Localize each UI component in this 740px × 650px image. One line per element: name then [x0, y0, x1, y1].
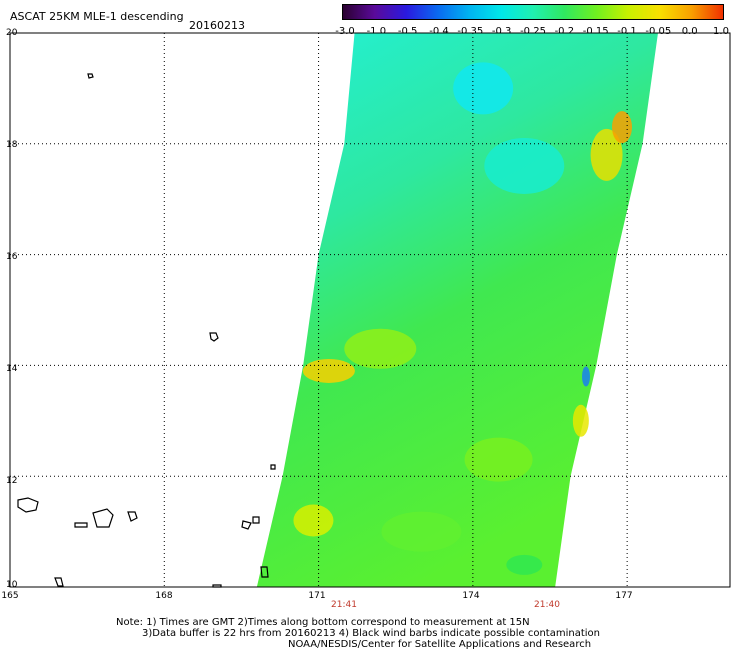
legend-tick-label: -3.0 [335, 26, 355, 37]
island-coastline [241, 520, 252, 530]
swath-color-patch [344, 328, 417, 369]
legend-tick-label: -0.3 [491, 26, 512, 37]
legend-tick-label: -0.4 [429, 26, 449, 37]
island-coastline [87, 73, 94, 79]
legend-tick-label: -1.0 [366, 26, 387, 37]
legend-tick-label: -0.1 [617, 26, 637, 37]
island-coastline [260, 566, 269, 578]
time-label-1: 21:41 [331, 600, 357, 610]
island-coastline [74, 522, 88, 528]
island-coastline [54, 577, 64, 587]
legend-tick-label: -0.5 [397, 26, 418, 37]
lat-label-10: 10 [6, 580, 18, 590]
legend-tick-label: -0.35 [457, 26, 484, 37]
swath-color-patch [612, 111, 632, 144]
lon-label-168: 168 [155, 591, 173, 601]
island-coastline [270, 464, 276, 470]
island-coastline [252, 516, 260, 524]
lon-label-165: 165 [1, 591, 19, 601]
legend-tick-label: 0.0 [681, 26, 698, 37]
swath-color-patch [484, 137, 565, 194]
color-legend-bar [342, 4, 724, 20]
swath-color-patch [464, 437, 533, 482]
lat-label-18: 18 [6, 140, 18, 150]
note-line-2: 3)Data buffer is 22 hrs from 20160213 4)… [142, 628, 600, 639]
swath-area [256, 33, 658, 587]
swath-color-patch [590, 128, 623, 181]
island-coastline [209, 332, 219, 342]
swath-color-patch [506, 554, 543, 575]
plot-frame [9, 32, 731, 588]
lon-label-174: 174 [462, 591, 480, 601]
island-coastline [17, 497, 39, 513]
legend-tick-label: 1.0 [713, 26, 729, 37]
swath-color-patch [293, 504, 334, 537]
island-coastline [92, 508, 114, 528]
lon-label-171: 171 [308, 591, 326, 601]
swath-color-patch [302, 358, 355, 383]
island-coastline [127, 511, 138, 522]
date-label: 20160213 [189, 19, 245, 32]
lat-label-12: 12 [6, 476, 18, 486]
swath-color-patch [381, 511, 462, 552]
swath-color-patch [453, 62, 514, 115]
legend-tick-label: -0.15 [582, 26, 609, 37]
legend-tick-label: -0.25 [520, 26, 546, 37]
note-line-3: NOAA/NESDIS/Center for Satellite Applica… [288, 639, 592, 650]
swath-color-patch [572, 404, 589, 437]
color-legend-labels: -3.0 -1.0 -0.5 -0.4 -0.35 -0.3 -0.25 -0.2 -0.15-… [335, 26, 729, 38]
page-title: ASCAT 25KM MLE-1 descending [10, 10, 184, 23]
legend-tick-label: -0.05 [645, 26, 672, 37]
lon-label-177: 177 [615, 591, 633, 601]
note-line-1: Note: 1) Times are GMT 2)Times along bot… [116, 617, 530, 628]
swath-color-patch [582, 366, 590, 387]
time-label-2: 21:40 [534, 600, 560, 610]
lat-label-14: 14 [6, 364, 18, 374]
island-coastline [212, 584, 222, 588]
lat-label-20: 20 [6, 28, 18, 38]
legend-tick-label: -0.2 [554, 26, 575, 37]
lat-label-16: 16 [6, 252, 18, 262]
